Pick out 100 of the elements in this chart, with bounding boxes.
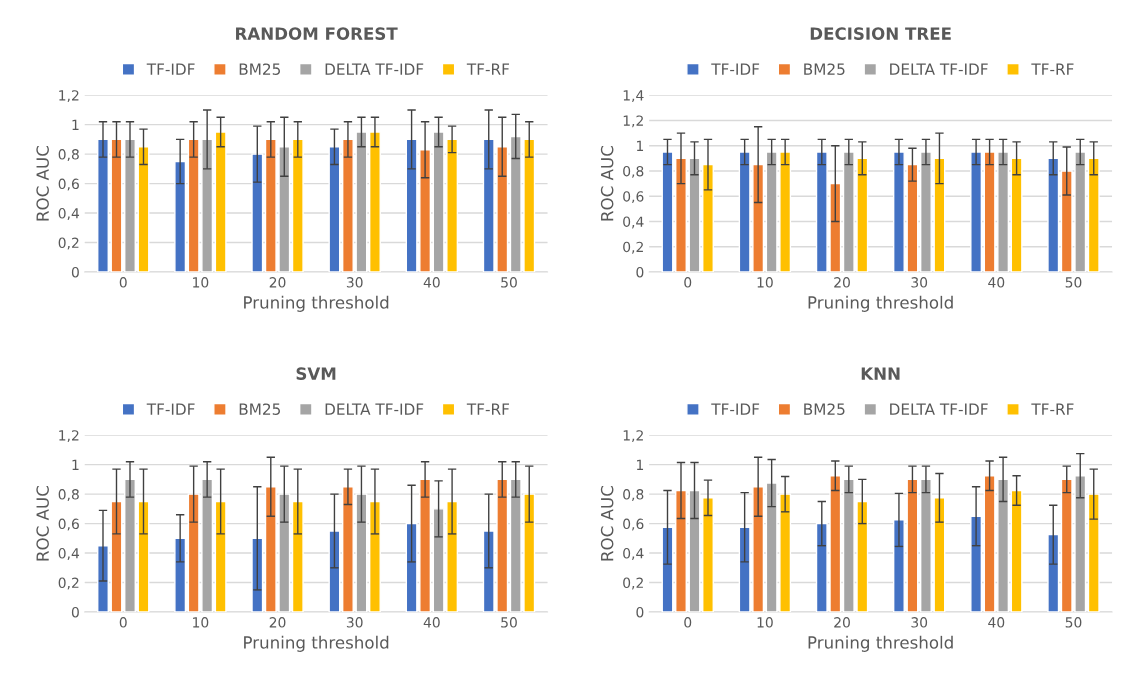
bar — [1047, 157, 1060, 272]
bar — [214, 500, 227, 612]
legend-label: TF-RF — [1031, 403, 1074, 415]
legend-label: BM25 — [804, 403, 845, 415]
y-tick-label: 0,6 — [58, 178, 79, 191]
legend-label: TF-RF — [466, 403, 510, 415]
x-tick-label: 30 — [346, 617, 363, 628]
bar — [137, 500, 150, 612]
y-tick-label: 0 — [71, 266, 79, 278]
y-tick-label: 0,8 — [623, 489, 644, 502]
legend-label: BM25 — [239, 403, 281, 415]
y-tick-label: 0,4 — [623, 216, 644, 229]
x-tick-label: 30 — [346, 277, 363, 288]
bar — [110, 138, 123, 272]
chart-title: RANDOM FOREST — [236, 27, 398, 40]
legend-label: DELTA TF-IDF — [890, 403, 988, 415]
legend-label: TF-RF — [466, 63, 510, 75]
bar — [97, 138, 109, 272]
bar — [251, 537, 264, 612]
x-axis-title: Pruning threshold — [808, 295, 953, 312]
y-tick-label: 1,2 — [59, 90, 79, 103]
y-axis-title: ROC AUC — [600, 146, 614, 221]
x-axis-title: Pruning threshold — [244, 635, 389, 652]
y-tick-label: 0,2 — [623, 577, 643, 590]
legend-label: DELTA TF-IDF — [325, 63, 424, 75]
x-axis-title: Pruning threshold — [244, 295, 389, 312]
x-tick-label: 10 — [757, 277, 773, 288]
y-tick-label: 0,6 — [623, 518, 644, 531]
bar — [1010, 157, 1023, 272]
bar — [675, 489, 687, 612]
legend-label: TF-IDF — [146, 63, 195, 75]
y-tick-label: 0,2 — [623, 241, 643, 254]
y-tick-label: 0,4 — [58, 548, 80, 560]
bar — [291, 138, 304, 272]
y-tick-label: 0,4 — [623, 548, 644, 560]
y-tick-label: 1,4 — [623, 90, 644, 103]
legend-label: BM25 — [804, 63, 845, 75]
bar — [702, 497, 714, 612]
x-tick-label: 40 — [423, 277, 440, 288]
y-tick-label: 0 — [636, 266, 644, 278]
y-tick-label: 0,2 — [58, 577, 79, 590]
x-tick-label: 30 — [911, 617, 928, 628]
x-tick-label: 50 — [1065, 617, 1082, 628]
x-tick-label: 20 — [834, 617, 850, 628]
bar — [661, 151, 674, 272]
x-tick-label: 20 — [834, 277, 850, 288]
x-tick-label: 0 — [119, 277, 127, 288]
x-tick-label: 10 — [193, 277, 209, 288]
y-tick-label: 1,2 — [623, 430, 643, 443]
chart-title: DECISION TREE — [810, 27, 951, 40]
x-axis-title: Pruning threshold — [808, 635, 953, 652]
legend-label: DELTA TF-IDF — [325, 403, 424, 415]
bar — [368, 131, 381, 272]
bar — [328, 146, 341, 272]
bar — [1010, 489, 1023, 612]
x-tick-label: 20 — [269, 277, 286, 288]
x-tick-label: 0 — [684, 277, 692, 288]
x-tick-label: 10 — [757, 617, 773, 628]
y-axis-title: ROC AUC — [36, 486, 49, 561]
bar — [110, 500, 123, 612]
y-tick-label: 0,8 — [58, 489, 79, 502]
bar — [368, 500, 381, 612]
bar — [174, 160, 187, 272]
bar — [251, 153, 264, 272]
bar — [214, 131, 227, 272]
bar — [124, 138, 136, 272]
y-tick-label: 0 — [71, 606, 79, 618]
legend-label: TF-IDF — [711, 403, 760, 415]
y-tick-label: 1,2 — [623, 115, 643, 128]
bar — [688, 489, 701, 612]
x-tick-label: 0 — [119, 617, 127, 628]
chart-title: KNN — [861, 367, 900, 380]
x-tick-label: 40 — [988, 617, 1005, 628]
legend-label: TF-RF — [1031, 63, 1074, 75]
x-tick-label: 50 — [501, 617, 517, 628]
x-tick-label: 50 — [1065, 277, 1082, 288]
x-tick-label: 20 — [269, 617, 286, 628]
bar — [1047, 533, 1060, 612]
legend-label: BM25 — [239, 63, 281, 75]
y-tick-label: 1 — [72, 119, 79, 130]
y-axis-title: ROC AUC — [36, 146, 49, 221]
bar — [970, 515, 983, 612]
chart-title: SVM — [296, 367, 336, 380]
bar — [328, 530, 341, 612]
y-tick-label: 0,4 — [58, 208, 80, 220]
bar — [688, 157, 701, 272]
y-tick-label: 0,6 — [623, 191, 644, 204]
legend-label: DELTA TF-IDF — [890, 63, 988, 75]
legend-label: TF-IDF — [711, 63, 760, 75]
bar — [661, 526, 674, 612]
y-tick-label: 1 — [637, 459, 644, 470]
bar — [1087, 493, 1100, 612]
x-tick-label: 50 — [501, 277, 517, 288]
bar — [702, 163, 714, 272]
y-tick-label: 0,8 — [623, 165, 644, 178]
y-tick-label: 1 — [637, 140, 644, 151]
bar — [124, 478, 136, 612]
x-tick-label: 40 — [988, 277, 1005, 288]
bar — [675, 157, 687, 272]
y-tick-label: 0,8 — [58, 149, 79, 162]
